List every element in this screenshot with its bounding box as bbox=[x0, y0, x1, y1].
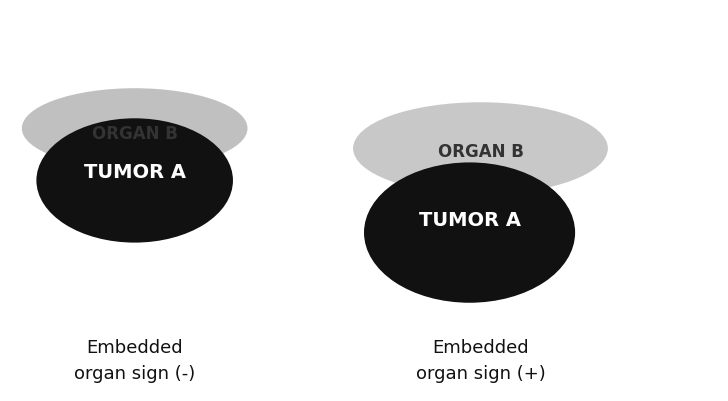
Text: TUMOR A: TUMOR A bbox=[84, 163, 186, 182]
Text: TUMOR A: TUMOR A bbox=[419, 211, 521, 230]
Text: ORGAN B: ORGAN B bbox=[438, 144, 523, 161]
Text: Embedded
organ sign (+): Embedded organ sign (+) bbox=[416, 339, 545, 383]
Ellipse shape bbox=[353, 102, 608, 194]
Ellipse shape bbox=[364, 162, 575, 303]
Text: ORGAN B: ORGAN B bbox=[92, 126, 178, 143]
Text: Embedded
organ sign (-): Embedded organ sign (-) bbox=[74, 339, 195, 383]
Ellipse shape bbox=[36, 118, 233, 243]
Ellipse shape bbox=[22, 88, 248, 168]
